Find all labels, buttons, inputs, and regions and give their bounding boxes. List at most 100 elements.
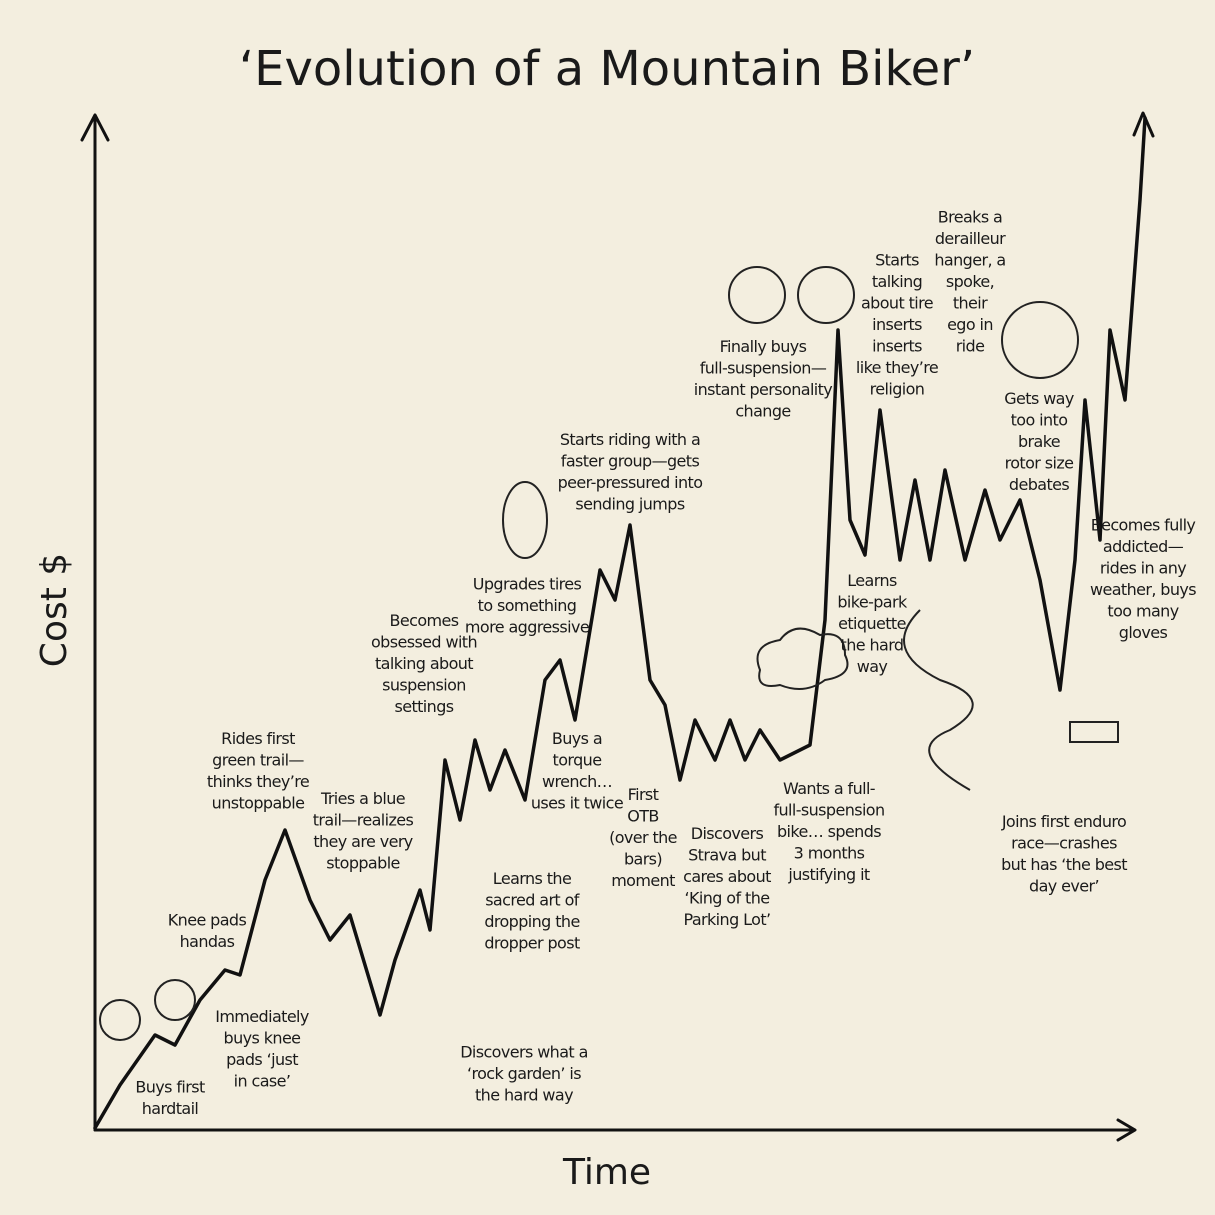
annotation-line: gloves [1119, 623, 1168, 642]
annotation-line: rotor size [1005, 454, 1074, 473]
annotation-line: Starts riding with a [560, 430, 700, 449]
annotation-line: Finally buys [720, 337, 807, 356]
annotation-line: hardtail [142, 1099, 199, 1118]
annotation: Discovers Strava but cares about ‘King of t… [683, 824, 772, 929]
annotation-line: they are very [313, 832, 412, 851]
annotation-line: bike… spends [777, 822, 881, 841]
annotation-line: like they’re [856, 358, 938, 377]
annotation-line: torque [553, 750, 602, 769]
annotation: Joins first enduro race—crashes but has ‘t… [1001, 812, 1128, 896]
bike-wheel [797, 266, 855, 324]
annotation-line: bars) [624, 850, 662, 869]
bike-wheel [728, 266, 786, 324]
annotation-line: ego in [947, 315, 993, 334]
annotation: Breaks a derailleur hanger, a spoke, their eg… [934, 208, 1006, 356]
y-axis-arrow [80, 113, 110, 142]
annotation: Wants a full-full-suspension bike… spends… [773, 779, 885, 884]
annotation-line: Learns the [493, 869, 571, 888]
annotation-line: more aggressive [465, 618, 589, 637]
annotation-line: peer-pressured into [558, 473, 703, 492]
annotation-line: 3 months [794, 844, 865, 863]
annotation: Starts talking about tire inserts inserts lik… [856, 251, 939, 399]
annotation-line: but has ‘the best [1001, 855, 1127, 874]
annotation-line: weather, buys [1090, 580, 1196, 599]
annotation: Knee pads handas [168, 910, 247, 951]
y-axis-label: Cost $ [34, 553, 75, 667]
annotation-line: day ever’ [1029, 876, 1099, 895]
annotation-line: Becomes [390, 611, 459, 630]
annotation-line: talking about [375, 654, 473, 673]
annotation-line: dropper post [484, 933, 580, 952]
annotation-line: hanger, a [934, 251, 1005, 270]
bike-wheel [99, 999, 141, 1041]
cost-curve [93, 116, 1147, 1130]
annotation-line: ‘rock garden’ is [467, 1064, 581, 1083]
annotation-line: etiquette [838, 614, 906, 633]
annotation-line: way [857, 657, 888, 676]
doodles [99, 266, 1119, 1041]
annotation-line: talking [872, 272, 922, 291]
annotation-line: Rides first [221, 729, 295, 748]
annotation: Immediately buys knee pads ‘just in case’ [215, 1007, 309, 1091]
annotations: Buys first hardtail Knee pads handas Immedia… [135, 208, 1197, 1118]
annotation: First OTB (over the bars) moment [609, 785, 677, 890]
annotation-line: Joins first enduro [1001, 812, 1126, 831]
annotation: Tries a blue trail—realizes they are very s… [313, 789, 414, 873]
annotation-line: OTB [627, 807, 659, 826]
annotation-line: buys knee [224, 1028, 301, 1047]
annotation-line: the hard way [475, 1086, 573, 1105]
annotation: Gets way too into brake rotor size debates [1004, 389, 1074, 494]
annotation: Buys first hardtail [135, 1077, 205, 1118]
x-axis-label: Time [562, 1152, 651, 1193]
x-axis-arrow [1116, 1118, 1137, 1142]
curve-arrow [1132, 111, 1155, 138]
chart-title: ‘Evolution of a Mountain Biker’ [239, 41, 975, 97]
annotation-line: ‘King of the [685, 889, 770, 908]
annotation-line: ride [956, 337, 985, 356]
annotation-line: Buys a [552, 729, 602, 748]
annotation-line: in case’ [234, 1071, 291, 1090]
annotation: Rides first green trail— thinks they’re uns… [207, 729, 310, 813]
annotation-line: Breaks a [938, 208, 1003, 227]
axes [80, 111, 1155, 1142]
thought-cloud [756, 627, 849, 690]
annotation-line: Parking Lot’ [684, 910, 771, 929]
annotation-line: about tire [861, 294, 933, 313]
annotation-line: bike-park [837, 593, 908, 612]
annotation-line: handas [180, 932, 235, 951]
annotation: Buys a torque wrench… uses it twice [531, 729, 624, 813]
annotation-line: full-suspension— [700, 358, 827, 377]
annotation: Discovers what a ‘rock garden’ is the hard… [460, 1043, 588, 1105]
annotation-line: uses it twice [531, 793, 623, 812]
annotation-line: religion [870, 380, 925, 399]
annotation: Starts riding with a faster group—gets pee… [558, 430, 703, 514]
annotation-line: sending jumps [575, 494, 684, 513]
annotation-line: to something [478, 596, 577, 615]
annotation-line: green trail— [212, 750, 304, 769]
annotation-line: inserts [872, 337, 922, 356]
annotation-line: too many [1107, 601, 1178, 620]
annotation-line: spoke, [946, 272, 994, 291]
annotation: Learns bike-park etiquette the hard way [837, 571, 908, 676]
annotation-line: change [735, 401, 790, 420]
annotation: Upgrades tires to something more aggressiv… [465, 575, 590, 637]
annotation-line: trail—realizes [313, 810, 414, 829]
annotation-line: the hard [841, 636, 904, 655]
annotation: Finally buys full-suspension— instant pers… [694, 337, 833, 421]
bike-wheel [154, 979, 196, 1021]
annotation-line: unstoppable [212, 793, 305, 812]
brake-rotor [1001, 301, 1079, 379]
annotation-line: too into [1011, 411, 1068, 430]
annotation-line: stoppable [326, 853, 400, 872]
annotation-line: Becomes fully [1091, 515, 1196, 534]
annotation-line: brake [1018, 432, 1060, 451]
annotation-line: moment [611, 871, 675, 890]
annotation-line: Gets way [1004, 389, 1074, 408]
annotation-line: suspension [382, 676, 466, 695]
annotation-line: Learns [847, 571, 897, 590]
trail [903, 609, 974, 791]
annotation-line: debates [1009, 475, 1069, 494]
annotation-line: Discovers what a [460, 1043, 588, 1062]
annotation-line: Wants a full- [783, 779, 875, 798]
annotation-line: First [628, 785, 659, 804]
